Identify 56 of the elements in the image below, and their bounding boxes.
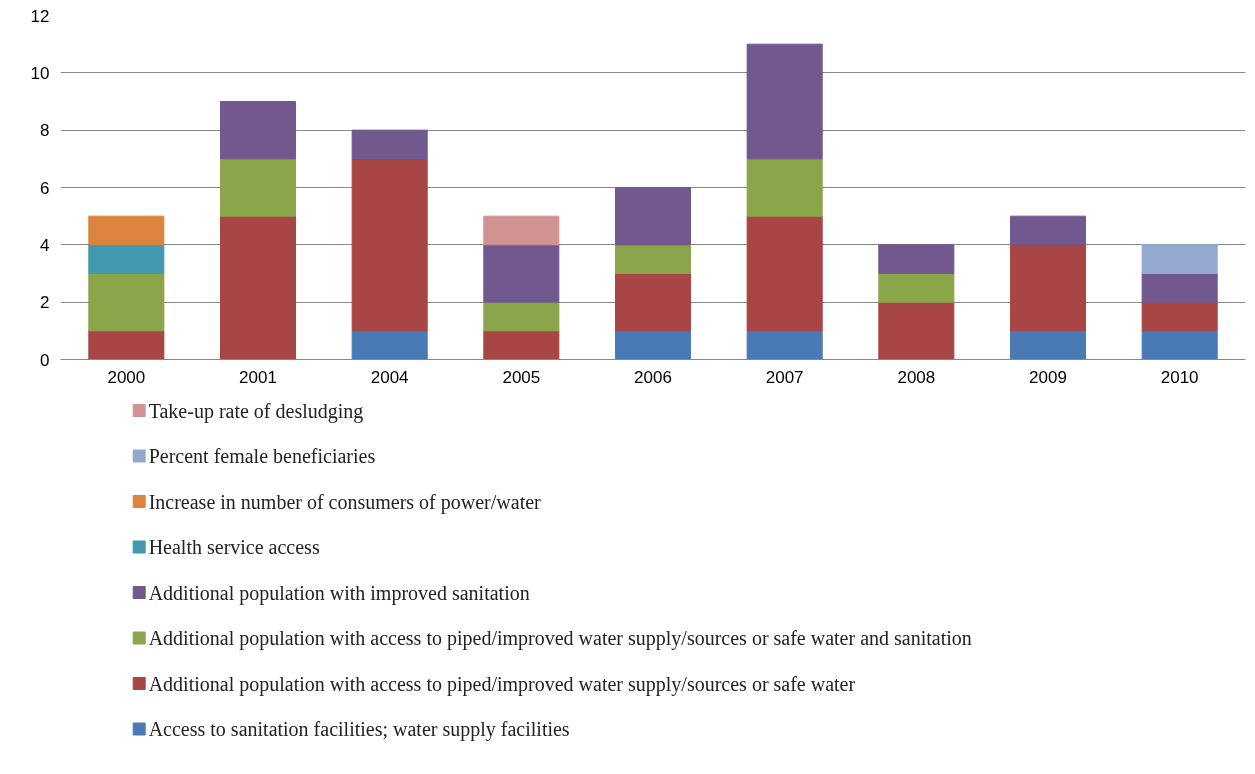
y-tick-label: 4 — [40, 235, 50, 255]
bar — [219, 215, 297, 360]
bar — [614, 187, 692, 246]
x-tick-label: 2001 — [239, 367, 277, 387]
x-tick-label: 2005 — [502, 367, 541, 387]
bar — [878, 273, 955, 303]
bar — [88, 215, 165, 246]
y-tick-label: 10 — [30, 63, 50, 83]
bar — [614, 244, 692, 274]
bar — [88, 244, 165, 274]
y-tick-label: 6 — [40, 178, 50, 198]
legend-label: Take-up rate of desludging — [148, 399, 364, 423]
y-tick-label: 12 — [30, 6, 50, 26]
legend-label: Additional population with access to piped/improved water supply/sources or safe water and sanitation — [148, 627, 972, 650]
x-tick-label: 2004 — [370, 367, 409, 387]
bar — [614, 330, 692, 360]
legend-label: Additional population with access to piped/improved water supply/sources or safe water — [148, 672, 856, 696]
legend-label: Additional population with improved sanitation — [148, 581, 530, 605]
bar — [483, 330, 560, 360]
bar — [614, 273, 692, 332]
bar — [1141, 330, 1218, 360]
legend-label: Access to sanitation facilities; water supply facilities — [148, 718, 570, 741]
bar — [1141, 244, 1218, 274]
x-tick-label: 2007 — [765, 367, 804, 387]
bar — [1009, 330, 1087, 360]
bar — [1141, 301, 1218, 332]
bar — [351, 129, 428, 160]
bar — [88, 330, 165, 360]
bar — [483, 301, 560, 332]
bar — [878, 301, 955, 360]
bar — [219, 101, 297, 160]
bar — [1141, 273, 1218, 303]
bar — [1009, 244, 1087, 332]
y-tick-label: 8 — [40, 121, 50, 141]
bar — [1009, 215, 1087, 246]
bar — [88, 273, 165, 332]
bar — [219, 158, 297, 217]
bar — [351, 158, 428, 332]
y-tick-label: 0 — [40, 350, 50, 370]
bar — [483, 244, 560, 303]
x-tick-label: 2008 — [897, 367, 936, 387]
legend-label: Percent female beneficiaries — [148, 445, 376, 467]
bar — [746, 43, 823, 160]
bar — [351, 330, 428, 360]
bar — [746, 215, 823, 332]
x-tick-label: 2006 — [634, 367, 672, 387]
legend-label: Health service access — [148, 536, 320, 558]
x-tick-label: 2000 — [107, 367, 146, 387]
y-tick-label: 2 — [40, 293, 50, 313]
x-tick-label: 2009 — [1029, 367, 1067, 387]
legend-label: Increase in number of consumers of power/water — [148, 490, 542, 514]
bar — [878, 244, 955, 274]
bar — [746, 158, 823, 217]
x-tick-label: 2010 — [1160, 367, 1199, 387]
bar — [746, 330, 823, 360]
bar — [483, 215, 560, 246]
